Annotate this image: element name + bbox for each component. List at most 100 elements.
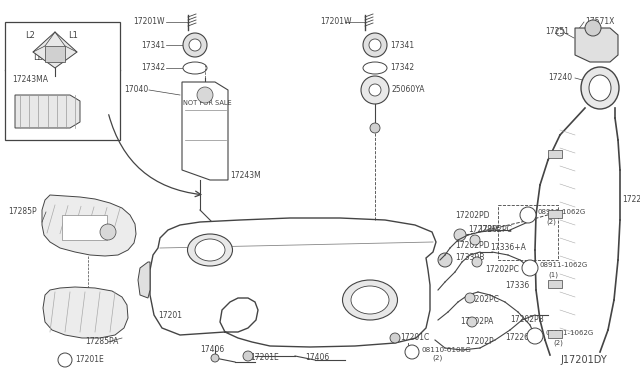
Polygon shape [45, 46, 65, 62]
Circle shape [238, 230, 252, 244]
Polygon shape [138, 262, 150, 298]
Circle shape [369, 39, 381, 51]
Circle shape [527, 328, 543, 344]
Text: LB: LB [33, 54, 44, 62]
Text: 17040: 17040 [124, 86, 148, 94]
Circle shape [470, 235, 480, 245]
Text: 17201: 17201 [158, 311, 182, 320]
Text: 17571X: 17571X [585, 17, 614, 26]
Text: 17202PA: 17202PA [460, 317, 493, 327]
Text: 17202PC: 17202PC [465, 295, 499, 305]
Text: 17202P: 17202P [465, 337, 493, 346]
Circle shape [197, 87, 213, 103]
Ellipse shape [589, 75, 611, 101]
Text: NOT FOR SALE: NOT FOR SALE [183, 100, 232, 106]
Text: 17202PB: 17202PB [510, 315, 544, 324]
Ellipse shape [342, 280, 397, 320]
Text: 17406: 17406 [305, 353, 329, 362]
Ellipse shape [183, 62, 207, 74]
Text: 17285PA: 17285PA [85, 337, 118, 346]
Polygon shape [150, 218, 436, 347]
Circle shape [454, 229, 466, 241]
Bar [62, 215, 107, 240]
Text: 17406: 17406 [200, 346, 224, 355]
Text: 17342: 17342 [141, 64, 165, 73]
Circle shape [361, 76, 389, 104]
Bar [498, 205, 558, 260]
Text: 17240: 17240 [548, 74, 572, 83]
Text: J17201DY: J17201DY [560, 355, 607, 365]
Circle shape [211, 354, 219, 362]
Text: 17336+A: 17336+A [490, 244, 526, 253]
Circle shape [556, 28, 564, 36]
Text: 17251: 17251 [545, 28, 569, 36]
Bar [548, 330, 562, 338]
Text: 17243M: 17243M [230, 170, 260, 180]
Text: 17341: 17341 [390, 41, 414, 49]
Circle shape [243, 351, 253, 361]
Text: L2: L2 [25, 31, 35, 39]
Text: 17201W: 17201W [320, 17, 351, 26]
Text: 08911-1062G: 08911-1062G [540, 262, 588, 268]
Circle shape [472, 257, 482, 267]
Text: 08110-6105G: 08110-6105G [422, 347, 472, 353]
Text: N: N [527, 266, 532, 270]
Text: 17339B: 17339B [455, 253, 484, 263]
Text: 17202PC: 17202PC [485, 266, 519, 275]
Ellipse shape [351, 286, 389, 314]
Polygon shape [575, 28, 618, 62]
Text: N: N [532, 334, 538, 339]
Bar [548, 210, 562, 218]
Ellipse shape [195, 239, 225, 261]
Text: 25060YA: 25060YA [392, 86, 426, 94]
Circle shape [467, 317, 477, 327]
Circle shape [189, 39, 201, 51]
Bar [548, 280, 562, 288]
Polygon shape [42, 195, 136, 256]
Circle shape [438, 253, 452, 267]
Text: 172200: 172200 [622, 196, 640, 205]
Text: 17201E: 17201E [250, 353, 279, 362]
Text: 17226: 17226 [505, 334, 529, 343]
Text: 17336: 17336 [505, 280, 529, 289]
Ellipse shape [363, 62, 387, 74]
Text: 17201E: 17201E [75, 356, 104, 365]
Ellipse shape [581, 67, 619, 109]
Circle shape [363, 33, 387, 57]
Circle shape [183, 33, 207, 57]
Circle shape [585, 20, 601, 36]
Circle shape [390, 333, 400, 343]
Polygon shape [182, 82, 228, 180]
Bar [5, 22, 120, 140]
Polygon shape [33, 32, 77, 68]
Text: 17202PD: 17202PD [455, 211, 490, 219]
Text: 17202PC: 17202PC [478, 225, 512, 234]
Text: 17228M: 17228M [468, 225, 499, 234]
Text: 08911-1062G: 08911-1062G [545, 330, 593, 336]
Circle shape [58, 353, 72, 367]
Text: (1): (1) [548, 272, 558, 278]
Text: L1: L1 [68, 31, 78, 39]
Text: (2): (2) [553, 340, 563, 346]
Text: N: N [525, 212, 531, 218]
Bar [548, 150, 562, 158]
Circle shape [465, 293, 475, 303]
Text: 17341: 17341 [141, 41, 165, 49]
Circle shape [370, 123, 380, 133]
Text: (2): (2) [546, 219, 556, 225]
Text: 17201W: 17201W [134, 17, 165, 26]
Text: 17285P: 17285P [8, 208, 36, 217]
Circle shape [522, 260, 538, 276]
Text: 17202PD: 17202PD [455, 241, 490, 250]
Text: B: B [410, 349, 414, 355]
Ellipse shape [188, 234, 232, 266]
Text: 17201C: 17201C [400, 334, 429, 343]
Circle shape [369, 84, 381, 96]
Circle shape [405, 345, 419, 359]
Text: 17342: 17342 [390, 64, 414, 73]
Text: 08911-1062G: 08911-1062G [538, 209, 586, 215]
Polygon shape [15, 95, 80, 128]
Polygon shape [43, 287, 128, 338]
Circle shape [520, 207, 536, 223]
Text: (2): (2) [432, 355, 442, 361]
